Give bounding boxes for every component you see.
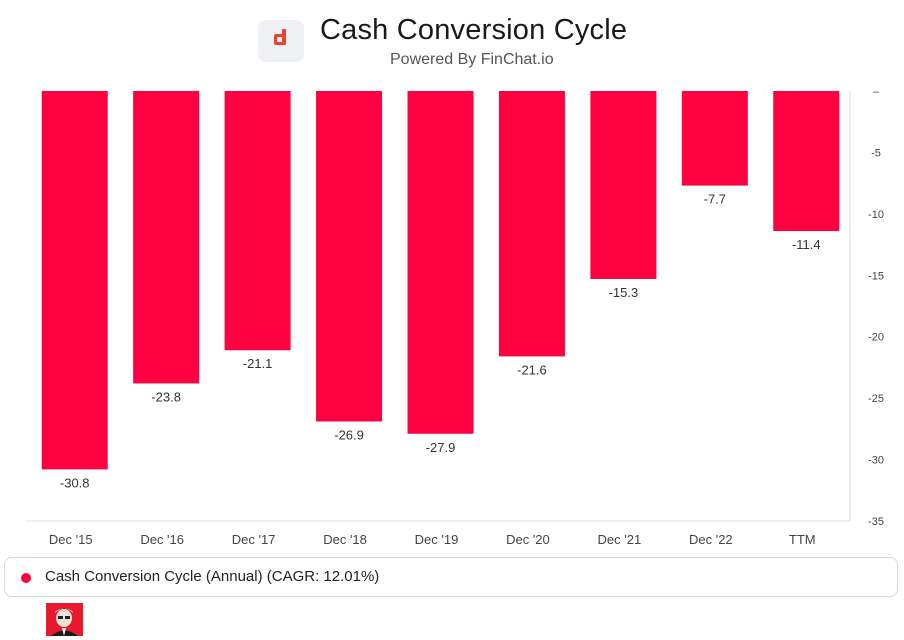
x-tick-label: Dec '22 [689,532,733,547]
x-tick-label: Dec '17 [232,532,276,547]
x-tick-label: Dec '20 [506,532,550,547]
bar-value-label: -26.9 [334,427,364,442]
avatar [46,603,83,636]
y-tick-label: -10 [868,209,884,221]
chart-title: Cash Conversion Cycle [320,14,628,46]
x-tick-label: Dec '18 [323,532,367,547]
bar [316,91,383,422]
bar [224,91,291,351]
legend[interactable]: Cash Conversion Cycle (Annual) (CAGR: 12… [4,557,898,597]
x-tick-label: Dec '21 [598,532,642,547]
bar-value-label: -27.9 [426,440,456,455]
legend-label: Cash Conversion Cycle (Annual) (CAGR: 12… [45,568,380,585]
bar [133,91,200,384]
bar [41,91,108,470]
bar [407,91,474,434]
x-tick-label: Dec '19 [415,532,459,547]
legend-marker [21,573,31,583]
x-tick-label: TTM [789,532,816,547]
y-tick-label: -15 [868,270,884,282]
bar-value-label: -11.4 [792,237,821,252]
bar-value-label: -7.7 [704,192,726,207]
y-tick-label: -35 [868,516,884,528]
bar-value-label: -15.3 [609,285,639,300]
bar-value-label: -21.6 [517,362,547,377]
bar-value-label: -30.8 [60,475,90,490]
bar-value-label: -21.1 [243,356,273,371]
bar [681,91,748,186]
bar [773,91,840,232]
bar-value-label: -23.8 [151,389,181,404]
x-tick-label: Dec '15 [49,532,93,547]
logo-icon [274,29,286,45]
chart-subtitle: Powered By FinChat.io [390,51,554,68]
bar [590,91,657,279]
bar-chart: – -5 -10 -15 -20 -25 -30 -35 -30.8 Dec '15 -23.8 De… [27,86,884,547]
x-tick-label: Dec '16 [140,532,184,547]
y-tick-label: -20 [868,332,884,344]
finchat-logo [258,20,304,62]
bar [498,91,565,357]
y-tick-label: -25 [868,393,884,405]
y-tick-label: -30 [868,455,884,467]
y-tick-label: -5 [871,147,881,159]
y-tick-label: – [873,86,880,98]
